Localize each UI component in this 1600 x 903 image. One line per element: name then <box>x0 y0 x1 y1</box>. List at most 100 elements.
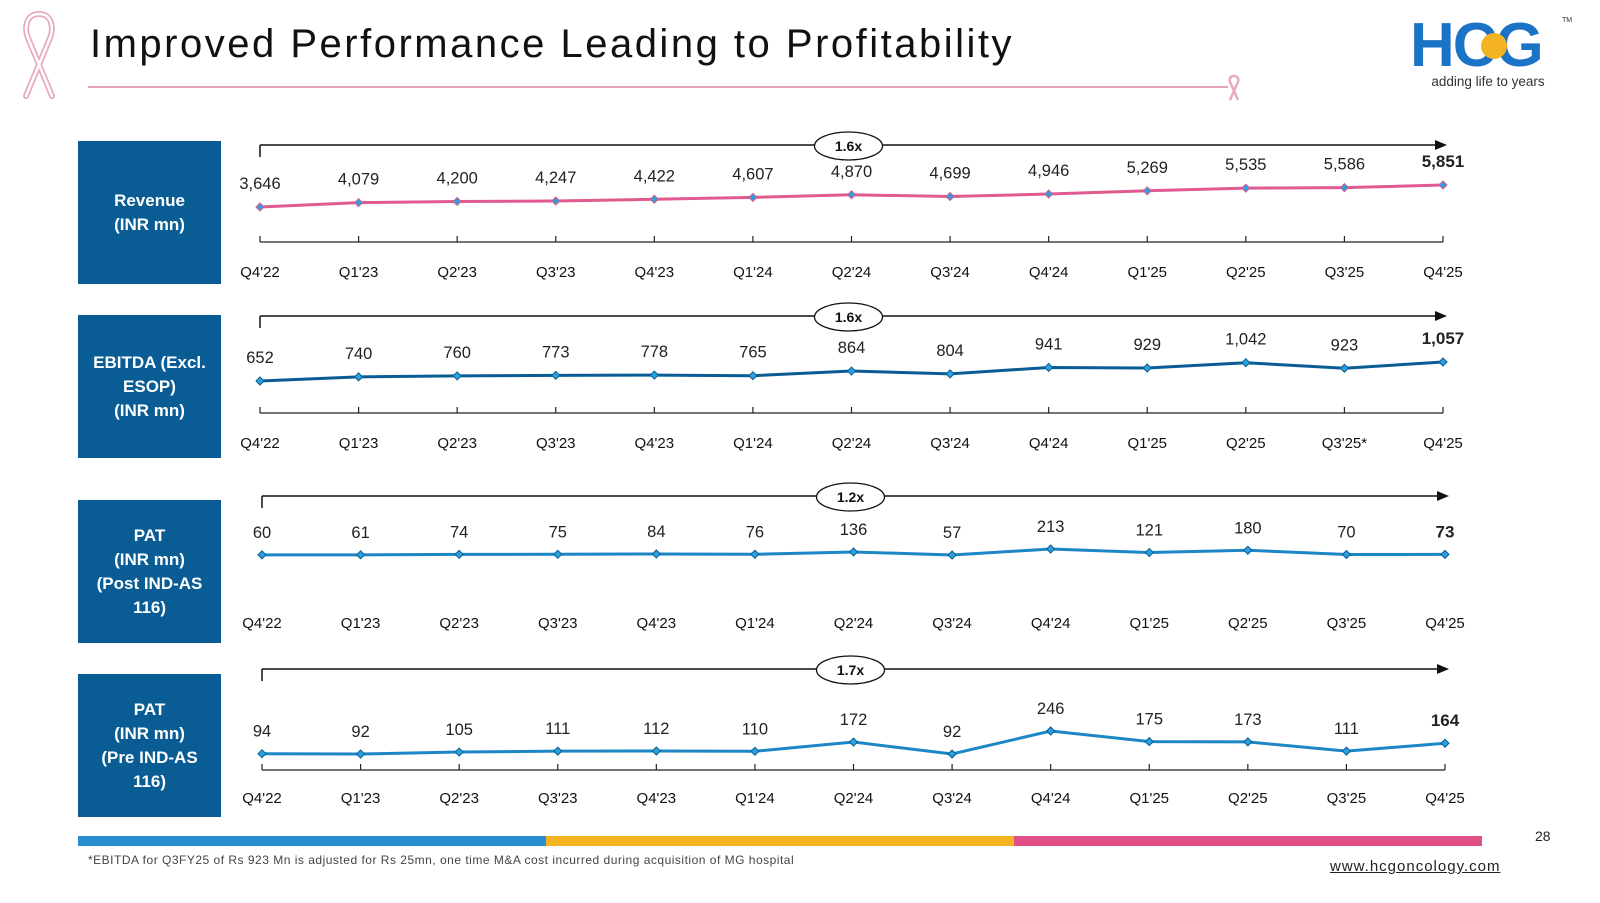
pat-pre-category-label: Q3'25 <box>1327 790 1367 807</box>
pat-post-point <box>355 550 366 560</box>
page-title: Improved Performance Leading to Profitab… <box>90 22 1015 66</box>
pat-post-category-label: Q3'24 <box>932 615 972 632</box>
revenue-point <box>1339 182 1350 193</box>
revenue-data-label: 4,607 <box>732 165 773 183</box>
pat-post-category-label: Q3'23 <box>538 615 578 632</box>
ebitda-point <box>649 370 660 380</box>
revenue-data-label: 5,586 <box>1324 156 1365 174</box>
pat-pre-data-label: 111 <box>1334 720 1359 738</box>
ebitda-arrow-head <box>1435 311 1447 321</box>
pat-pre-category-label: Q3'24 <box>932 790 972 807</box>
pat-pre-data-label: 164 <box>1431 711 1460 730</box>
pat-post-data-label: 57 <box>943 524 961 542</box>
revenue-category-label: Q3'24 <box>930 264 970 281</box>
pat-post-point <box>750 549 760 559</box>
pat-pre-category-label: Q3'23 <box>538 790 578 807</box>
pat-pre-point <box>1243 737 1253 747</box>
pat-pre-data-label: 92 <box>351 723 369 741</box>
ebitda-growth-label: 1.6x <box>835 309 862 325</box>
ebitda-data-label: 765 <box>739 344 767 362</box>
revenue-data-label: 4,079 <box>338 171 379 189</box>
ebitda-data-label: 929 <box>1133 336 1161 354</box>
ebitda-category-label: Q3'23 <box>536 435 576 452</box>
revenue-category-label: Q4'24 <box>1029 264 1069 281</box>
pat-pre-category-label: Q4'25 <box>1425 790 1465 807</box>
pat-post-category-label: Q4'24 <box>1031 615 1071 632</box>
ebitda-point <box>1142 363 1152 373</box>
revenue-point <box>1043 189 1054 199</box>
pat-pre-growth-badge <box>815 655 886 685</box>
revenue-data-label: 5,851 <box>1422 152 1465 171</box>
page-number: 28 <box>1535 828 1551 844</box>
revenue-point <box>748 192 758 203</box>
pat-post-point <box>257 550 267 560</box>
ebitda-point <box>1339 363 1350 373</box>
pat-post-data-label: 213 <box>1037 518 1065 536</box>
hcg-logo: HCG TM <box>1410 11 1572 80</box>
pat-post-category-label: Q2'25 <box>1228 615 1268 632</box>
pat-pre-label-box: PAT (INR mn) (Pre IND-AS 116) <box>78 674 221 817</box>
ebitda-point <box>551 370 561 381</box>
cancer-ribbon-icon <box>23 11 55 99</box>
ebitda-category-label: Q2'25 <box>1226 435 1266 452</box>
revenue-growth-badge <box>813 131 884 161</box>
ebitda-data-label: 652 <box>246 349 274 367</box>
ebitda-category-label: Q4'24 <box>1029 435 1069 452</box>
footer-color-bar <box>78 836 1482 846</box>
trademark-text: TM <box>1562 17 1572 24</box>
ebitda-data-label: 864 <box>838 339 866 357</box>
revenue-point <box>649 194 660 204</box>
revenue-point <box>1241 183 1251 193</box>
ebitda-point <box>748 370 758 381</box>
pat-post-data-label: 70 <box>1337 524 1355 542</box>
website-link[interactable]: www.hcgoncology.com <box>1330 858 1501 875</box>
revenue-category-label: Q1'24 <box>733 264 773 281</box>
ebitda-category-label: Q4'22 <box>240 435 280 452</box>
ebitda-data-label: 740 <box>345 345 373 363</box>
ebitda-point <box>1043 362 1054 373</box>
pat-post-point <box>1144 547 1154 558</box>
revenue-point <box>1142 186 1152 196</box>
pat-post-category-label: Q1'25 <box>1129 615 1169 632</box>
ebitda-data-label: 1,042 <box>1225 331 1266 349</box>
pat-post-data-label: 75 <box>549 523 567 541</box>
pat-pre-data-label: 111 <box>545 720 570 738</box>
revenue-data-label: 4,247 <box>535 169 576 187</box>
logo-text: HCG <box>1410 11 1542 80</box>
revenue-category-label: Q4'22 <box>240 264 280 281</box>
pat-pre-data-label: 92 <box>943 723 961 741</box>
pat-pre-point <box>848 737 859 747</box>
revenue-category-label: Q4'23 <box>635 264 675 281</box>
pat-post-data-label: 121 <box>1135 522 1163 540</box>
ebitda-data-label: 778 <box>641 343 669 361</box>
pat-post-arrow-head <box>1437 491 1449 501</box>
pat-post-data-label: 60 <box>253 524 271 542</box>
pat-post-point <box>1341 549 1352 560</box>
pat-post-label-box: PAT (INR mn) (Post IND-AS 116) <box>78 500 221 643</box>
pat-pre-point <box>947 749 957 759</box>
pat-post-point <box>1045 544 1056 554</box>
revenue-category-label: Q2'25 <box>1226 264 1266 281</box>
ebitda-point <box>1438 357 1448 367</box>
pat-pre-data-label: 172 <box>840 711 868 729</box>
revenue-data-label: 4,699 <box>929 164 970 182</box>
revenue-point <box>255 202 265 212</box>
revenue-category-label: Q2'23 <box>437 264 477 281</box>
pat-pre-category-label: Q4'24 <box>1031 790 1071 807</box>
ebitda-category-label: Q1'25 <box>1127 435 1167 452</box>
pat-post-point <box>651 549 662 559</box>
pat-pre-data-label: 105 <box>445 721 473 739</box>
revenue-point <box>452 196 462 207</box>
pat-post-data-label: 73 <box>1436 522 1455 541</box>
pat-pre-category-label: Q2'24 <box>834 790 874 807</box>
pat-pre-point <box>355 749 366 759</box>
pat-post-data-label: 74 <box>450 523 468 541</box>
ebitda-category-label: Q1'23 <box>339 435 379 452</box>
pat-pre-category-label: Q2'25 <box>1228 790 1268 807</box>
ebitda-label: EBITDA (Excl. ESOP) (INR mn) <box>93 352 206 420</box>
revenue-category-label: Q1'25 <box>1127 264 1167 281</box>
revenue-data-label: 4,870 <box>831 163 872 181</box>
pat-pre-point <box>1440 738 1450 748</box>
revenue-data-label: 4,200 <box>437 169 478 187</box>
